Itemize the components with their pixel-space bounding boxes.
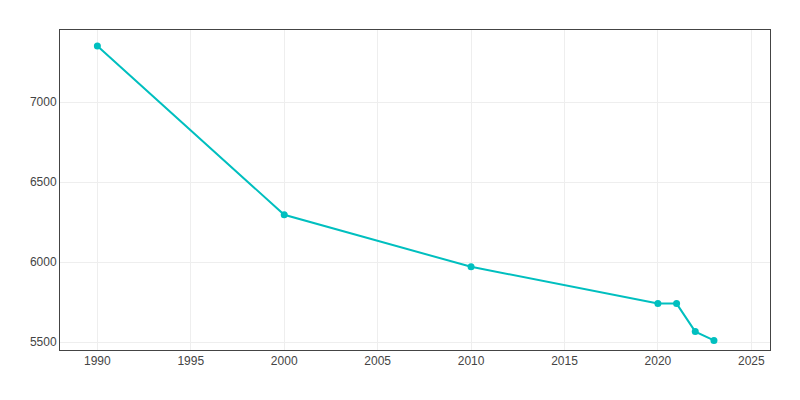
svg-text:2020: 2020 [645, 354, 672, 368]
svg-text:2000: 2000 [271, 354, 298, 368]
svg-text:2010: 2010 [458, 354, 485, 368]
svg-text:2025: 2025 [738, 354, 765, 368]
svg-text:2015: 2015 [551, 354, 578, 368]
svg-text:6500: 6500 [30, 175, 57, 189]
svg-text:5500: 5500 [30, 335, 57, 349]
svg-text:1990: 1990 [84, 354, 111, 368]
svg-text:6000: 6000 [30, 255, 57, 269]
svg-text:7000: 7000 [30, 95, 57, 109]
svg-text:1995: 1995 [177, 354, 204, 368]
svg-text:2005: 2005 [364, 354, 391, 368]
